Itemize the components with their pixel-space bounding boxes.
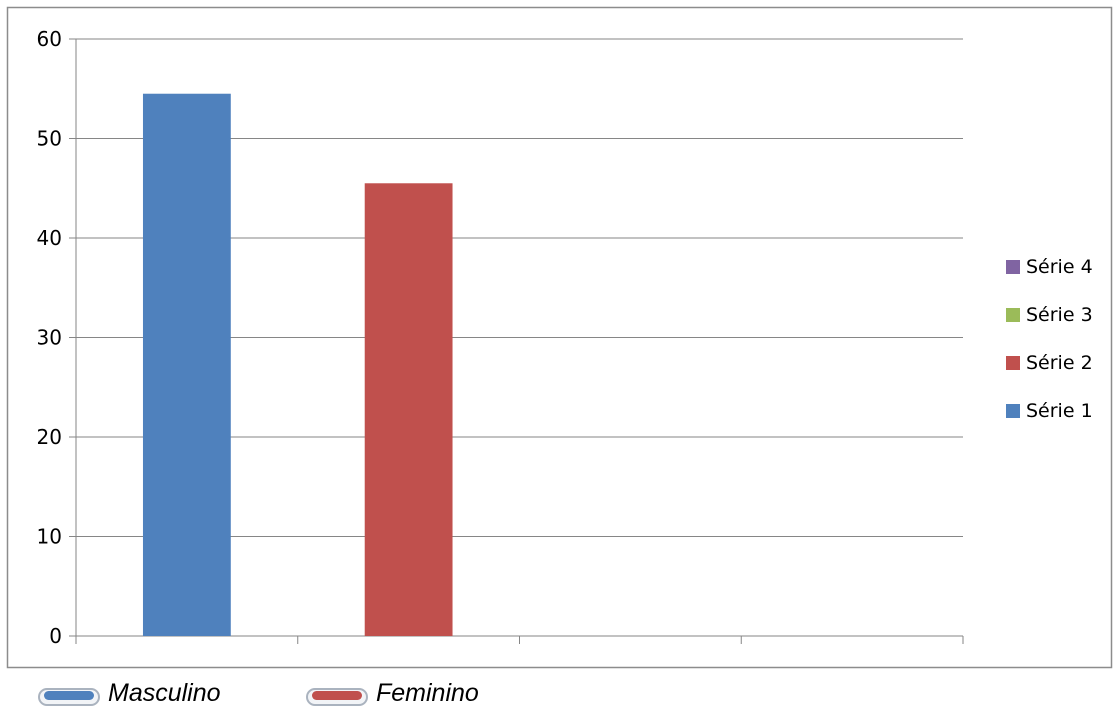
axes: 0 10 20 30 40 50 60 (37, 27, 964, 648)
legend-label: Série 4 (1026, 256, 1093, 278)
caption-swatch-feminino (306, 688, 368, 706)
bar (142, 93, 231, 637)
legend: Série 4 Série 3 Série 2 Série 1 (1006, 256, 1093, 422)
caption-swatch-masculino (38, 688, 100, 706)
y-tick-label: 40 (37, 226, 62, 250)
y-tick-label: 30 (37, 326, 62, 350)
y-tick-label: 20 (37, 425, 62, 449)
caption-label-feminino: Feminino (376, 678, 479, 707)
legend-swatch (1006, 308, 1020, 322)
chart-area: 0 10 20 30 40 50 60 Série 4 Série 3 Série 2 Série… (6, 6, 1113, 669)
caption-label-masculino: Masculino (108, 678, 221, 707)
y-tick-label: 60 (37, 27, 62, 51)
caption-feminino: Feminino (306, 676, 479, 710)
legend-label: Série 2 (1026, 352, 1093, 374)
legend-swatch (1006, 260, 1020, 274)
bars (142, 93, 453, 637)
legend-label: Série 3 (1026, 304, 1093, 326)
y-tick-label: 10 (37, 525, 62, 549)
bar (364, 183, 453, 636)
legend-swatch (1006, 404, 1020, 418)
legend-label: Série 1 (1026, 400, 1093, 422)
y-tick-label: 50 (37, 127, 62, 151)
y-tick-label: 0 (49, 624, 62, 648)
legend-swatch (1006, 356, 1020, 370)
caption-masculino: Masculino (38, 676, 221, 710)
